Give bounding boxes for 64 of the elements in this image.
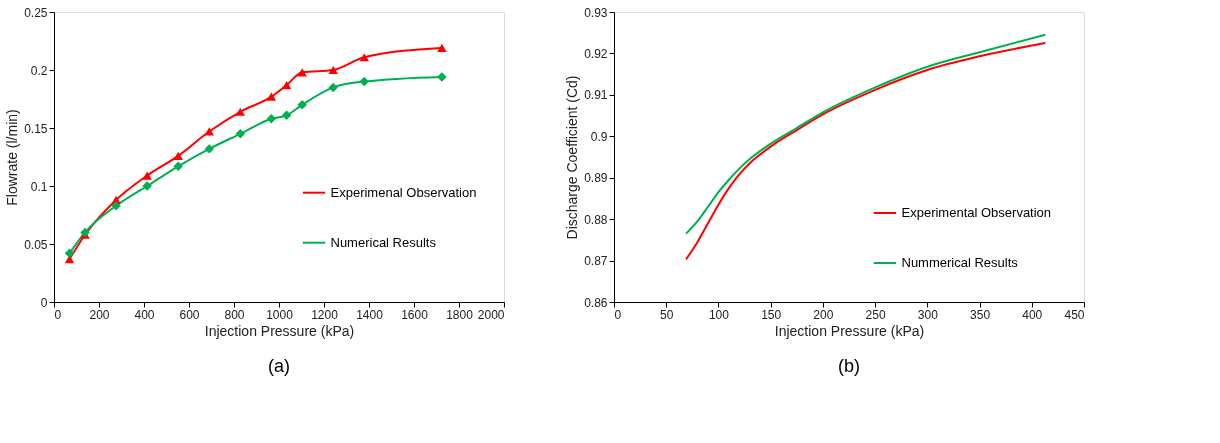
y-tick-label: 0.25 — [24, 5, 48, 20]
y-tick-label: 0.87 — [584, 254, 608, 269]
x-tick-label: 1800 — [446, 307, 474, 322]
point — [235, 129, 246, 139]
x-tick-label: 300 — [917, 307, 939, 322]
x-tick-label: 400 — [1022, 307, 1043, 322]
x-tick-label: 2000 — [477, 307, 505, 322]
point — [328, 65, 338, 75]
point — [328, 82, 338, 93]
y-tick-label: 0.2 — [30, 63, 48, 78]
y-axis-title: Discharge Coefficient (Cd) — [564, 75, 581, 240]
point — [266, 113, 277, 124]
x-tick-label: 1600 — [401, 307, 429, 322]
point — [297, 100, 307, 110]
x-tick-label: 150 — [761, 307, 782, 322]
x-tick-label: 250 — [865, 307, 886, 322]
x-tick-label: 0 — [614, 307, 622, 322]
point — [281, 80, 292, 90]
x-tick-label: 1000 — [266, 307, 294, 322]
x-tick-label: 200 — [89, 307, 110, 322]
y-tick-label: 0.93 — [584, 5, 608, 20]
point — [204, 144, 214, 154]
y-axis-title: Flowrate (l/min) — [4, 109, 21, 206]
x-tick-label: 400 — [134, 307, 155, 322]
point — [64, 248, 75, 259]
x-axis-title: Injection Pressure (kPa) — [774, 322, 925, 339]
y-tick-label: 0.1 — [30, 179, 48, 194]
x-tick-label: 0 — [54, 307, 62, 322]
text: (b) — [838, 356, 860, 376]
point — [359, 76, 370, 87]
point — [111, 200, 121, 211]
y-tick-label: 0.86 — [584, 295, 608, 310]
x-tick-label: 1400 — [356, 307, 384, 322]
legend-label: Experimental Observation — [901, 205, 1052, 220]
y-tick-label: 0.91 — [584, 88, 608, 103]
x-tick-label: 600 — [179, 307, 200, 322]
x-tick-label: 100 — [708, 307, 730, 322]
x-tick-label: 800 — [224, 307, 245, 322]
y-tick-label: 0.88 — [584, 212, 608, 227]
x-tick-label: 200 — [813, 307, 834, 322]
y-tick-label: 0.05 — [24, 237, 48, 252]
point — [173, 151, 183, 160]
legend-label: Nummerical Results — [901, 255, 1019, 270]
y-tick-label: 0 — [40, 295, 48, 310]
x-tick-label: 450 — [1064, 307, 1085, 322]
point — [359, 53, 370, 62]
x-tick-label: 50 — [660, 307, 674, 322]
point — [173, 161, 183, 172]
point — [281, 110, 292, 120]
y-tick-label: 0.92 — [584, 46, 608, 61]
y-tick-label: 0.9 — [590, 129, 608, 144]
x-axis-title: Injection Pressure (kPa) — [204, 322, 355, 339]
point — [235, 107, 246, 116]
y-tick-label: 0.89 — [584, 171, 608, 186]
text: (a) — [268, 356, 290, 376]
legend-label: Experimenal Observation — [330, 184, 477, 200]
point — [266, 92, 277, 101]
legend-label: Numerical Results — [330, 234, 437, 250]
point — [204, 127, 214, 136]
x-tick-label: 350 — [970, 307, 991, 322]
point — [437, 43, 447, 53]
y-tick-label: 0.15 — [24, 121, 48, 136]
point — [142, 171, 152, 180]
x-tick-label: 1200 — [311, 307, 339, 322]
